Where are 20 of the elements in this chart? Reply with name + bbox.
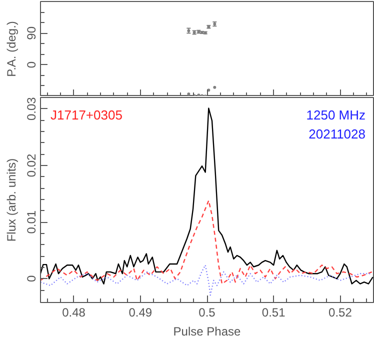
x-tick-label: 0.51 [262,306,286,320]
y-tick-label: 0.03 [24,96,38,121]
y-tick-label: 0.01 [24,210,38,234]
annotation: J1717+0305 [50,108,122,122]
line-series [40,264,371,296]
annotation: 20211028 [308,126,366,142]
line-series [40,108,374,284]
line-series [40,200,372,284]
y-axis-title: Flux (arb. units) [4,158,18,242]
y-tick-label: 90 [24,26,38,40]
annotation: 1250 MHz [306,108,366,122]
x-tick-label: 0.5 [198,306,216,320]
x-tick-label: 0.48 [62,306,86,320]
x-tick-label: 0.52 [328,306,352,320]
x-axis-title: Pulse Phase [173,324,242,338]
x-tick-label: 0.49 [128,306,152,320]
y-tick-label: 0.02 [24,153,38,178]
y-tick-label: 0 [24,275,38,282]
y-tick-label: 0 [24,61,38,68]
y-axis-title: P.A. (deg.) [4,21,18,77]
